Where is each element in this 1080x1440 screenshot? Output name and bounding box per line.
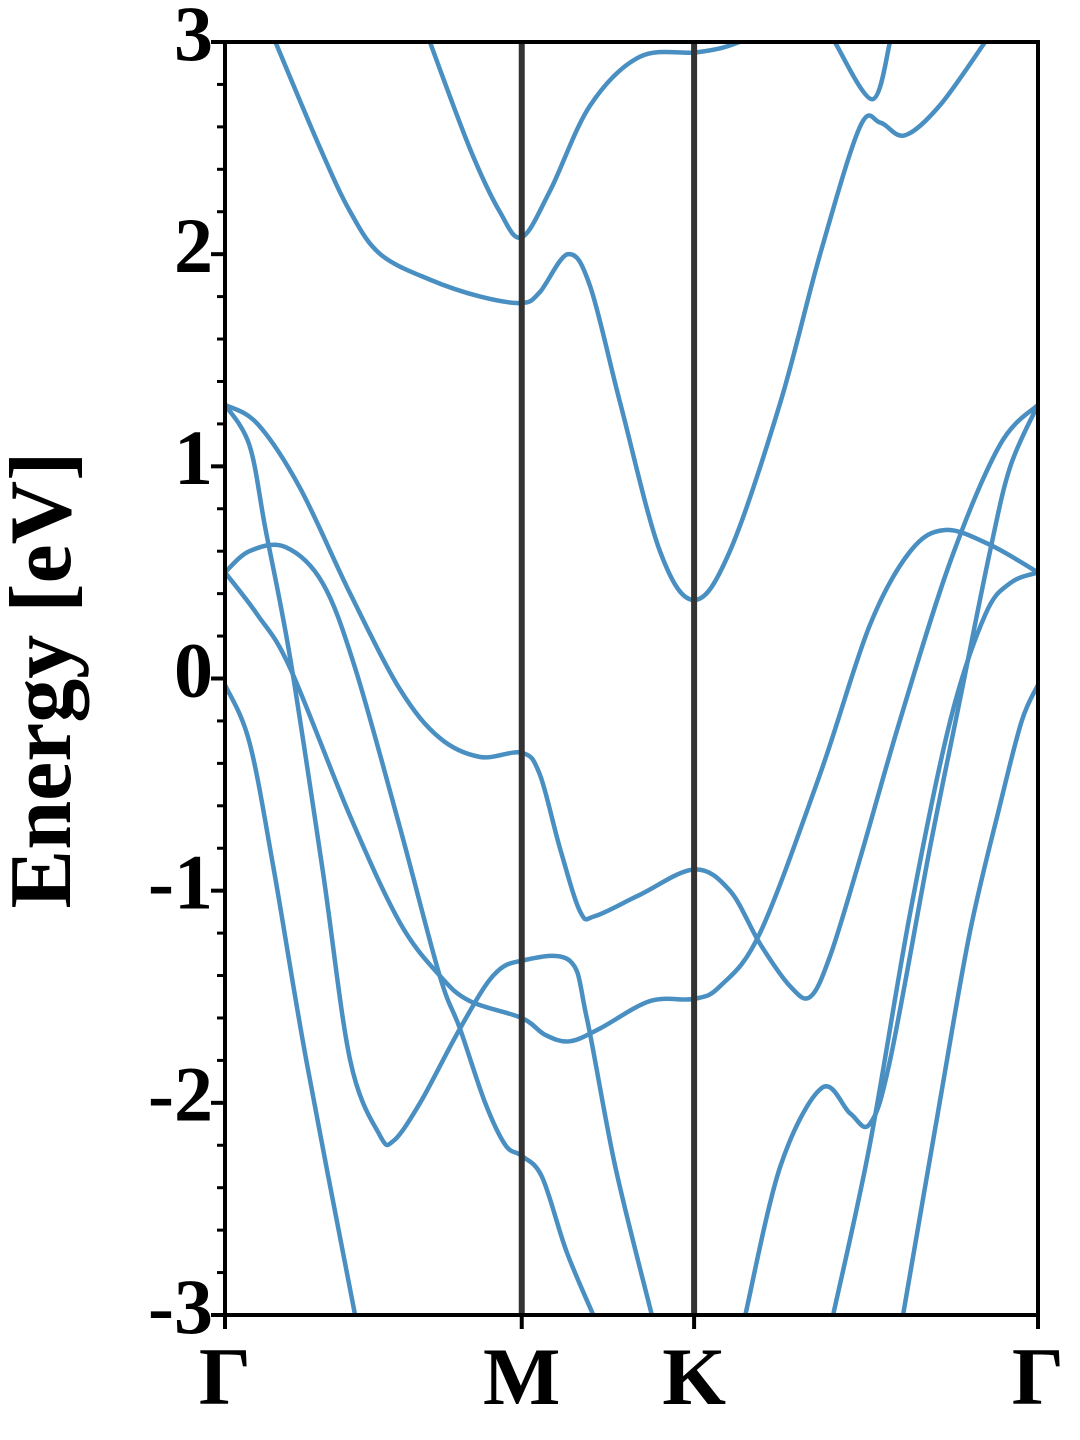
band [743, 403, 1038, 1315]
band [225, 542, 596, 1315]
bands [225, 42, 1038, 1315]
band [225, 527, 1038, 1044]
x-tick-label: Γ [199, 1331, 251, 1422]
band [900, 683, 1038, 1315]
x-tick-label: K [662, 1331, 726, 1422]
y-axis-label: Energy [eV] [0, 452, 90, 909]
band [830, 570, 1038, 1315]
band [832, 42, 893, 102]
y-tick-label: -2 [148, 1051, 213, 1138]
band [427, 42, 741, 240]
band [273, 42, 987, 603]
plot-frame [223, 40, 1040, 1317]
y-tick-label: 3 [174, 0, 213, 77]
y-tick-label: 0 [174, 626, 213, 713]
x-tick-label: Γ [1012, 1331, 1064, 1422]
band [225, 403, 655, 1315]
band [225, 683, 358, 1315]
y-tick-label: -1 [148, 839, 213, 926]
y-tick-label: 2 [174, 202, 213, 289]
band [225, 402, 1038, 1001]
y-tick-label: 1 [174, 414, 213, 501]
y-tick-label: -3 [148, 1263, 213, 1350]
x-tick-label: M [483, 1331, 560, 1422]
